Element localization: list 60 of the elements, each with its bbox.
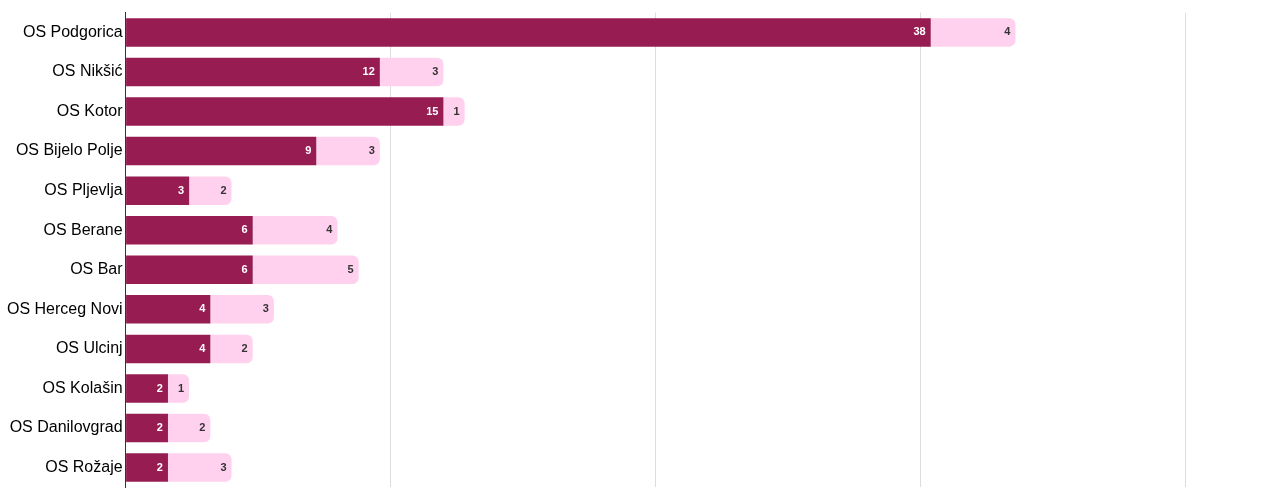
bar bbox=[126, 453, 168, 482]
data-label: 2 bbox=[156, 381, 163, 394]
data-label: 2 bbox=[241, 341, 248, 354]
data-label: 5 bbox=[347, 262, 354, 275]
data-label: 1 bbox=[178, 381, 185, 394]
y-tick-label: OS Pljevlja bbox=[44, 181, 123, 199]
bar bbox=[126, 374, 168, 403]
bar bbox=[379, 57, 444, 87]
y-tick-label: OS Kotor bbox=[56, 101, 124, 119]
data-label: 2 bbox=[156, 421, 163, 434]
bar bbox=[252, 215, 338, 245]
bar bbox=[126, 255, 253, 285]
bar bbox=[167, 374, 190, 403]
y-tick-label: OS Bijelo Polje bbox=[15, 141, 123, 159]
data-label: 1 bbox=[453, 104, 460, 117]
bar bbox=[126, 136, 317, 166]
bar bbox=[930, 18, 1016, 47]
data-label: 3 bbox=[432, 64, 439, 77]
bar bbox=[126, 334, 211, 364]
data-label: 6 bbox=[241, 262, 248, 275]
data-label: 2 bbox=[199, 421, 206, 434]
bar bbox=[316, 136, 380, 166]
y-tick-label: OS Nikšić bbox=[52, 62, 123, 80]
data-label: 3 bbox=[220, 460, 227, 473]
y-tick-label: OS Rožaje bbox=[45, 458, 123, 476]
bar bbox=[210, 334, 253, 364]
y-tick-label: OS Herceg Novi bbox=[7, 299, 123, 317]
bar bbox=[126, 176, 190, 205]
y-tick-label: OS Ulcinj bbox=[55, 339, 123, 357]
y-tick-label: OS Bar bbox=[70, 260, 124, 278]
y-tick-label: OS Berane bbox=[43, 220, 123, 238]
y-tick-label: OS Kolašin bbox=[42, 378, 123, 396]
data-label: 38 bbox=[913, 25, 926, 38]
data-label: 3 bbox=[178, 183, 185, 196]
bar bbox=[126, 295, 211, 324]
bar bbox=[167, 453, 232, 482]
bar bbox=[210, 295, 274, 324]
data-label: 4 bbox=[1004, 25, 1012, 38]
bar bbox=[126, 413, 168, 443]
data-label: 2 bbox=[156, 460, 163, 473]
bar bbox=[189, 176, 232, 205]
data-label: 2 bbox=[220, 183, 227, 196]
bar bbox=[167, 413, 211, 443]
y-tick-label: OS Podgorica bbox=[22, 22, 123, 40]
bar bbox=[443, 97, 465, 126]
data-label: 4 bbox=[199, 341, 207, 354]
bar bbox=[252, 255, 359, 285]
bar bbox=[126, 97, 444, 126]
data-label: 4 bbox=[326, 223, 334, 236]
bar bbox=[126, 18, 931, 47]
data-label: 15 bbox=[426, 104, 439, 117]
data-label: 12 bbox=[362, 64, 375, 77]
data-label: 6 bbox=[241, 223, 248, 236]
data-label: 3 bbox=[262, 302, 269, 315]
data-label: 9 bbox=[305, 144, 312, 157]
bar bbox=[126, 57, 380, 87]
data-label: 4 bbox=[199, 302, 207, 315]
bar bbox=[126, 215, 253, 245]
y-tick-label: OS Danilovgrad bbox=[9, 418, 123, 436]
data-label: 3 bbox=[368, 144, 375, 157]
